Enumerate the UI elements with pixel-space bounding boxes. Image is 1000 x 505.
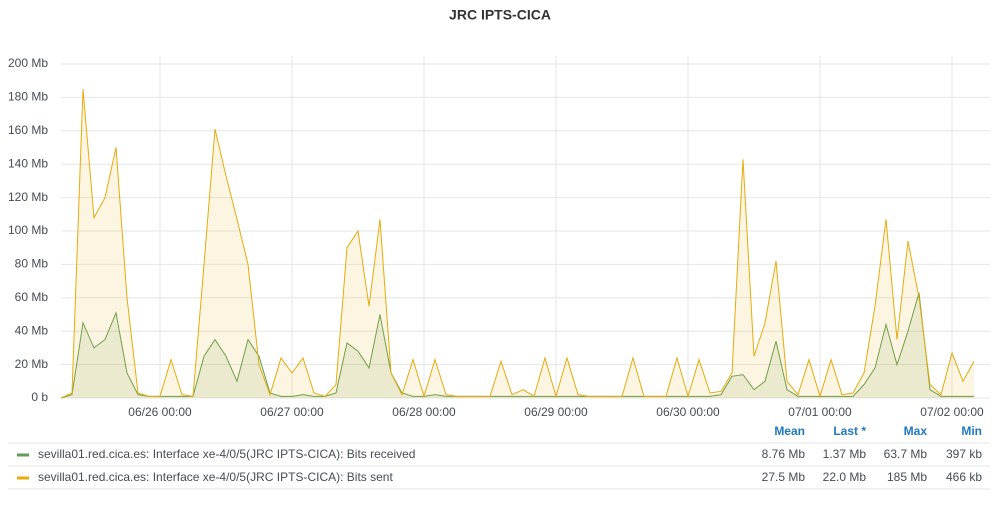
legend-header: Mean [774, 424, 805, 438]
line [60, 89, 975, 399]
y-tick-label: 20 Mb [15, 357, 49, 371]
x-tick-label: 06/29 00:00 [524, 405, 588, 419]
legend-stat: 8.76 Mb [762, 447, 806, 461]
x-tick-label: 07/02 00:00 [920, 405, 984, 419]
y-tick-label: 180 Mb [8, 90, 48, 104]
legend-header: Min [961, 424, 982, 438]
legend-header: Last * [833, 424, 866, 438]
x-tick-label: 06/30 00:00 [656, 405, 720, 419]
legend-stat: 466 kb [946, 470, 982, 484]
legend-stat: 63.7 Mb [884, 447, 928, 461]
legend-label: sevilla01.red.cica.es: Interface xe-4/0/… [38, 447, 415, 461]
chart-title: JRC IPTS-CICA [449, 7, 551, 23]
legend-header: Max [904, 424, 928, 438]
area [61, 89, 974, 399]
y-tick-label: 80 Mb [15, 257, 49, 271]
y-tick-label: 200 Mb [8, 56, 48, 70]
y-tick-label: 100 Mb [8, 223, 48, 237]
area [61, 292, 974, 398]
y-tick-label: 40 Mb [15, 323, 49, 337]
x-tick-label: 07/01 00:00 [788, 405, 852, 419]
line [60, 292, 974, 399]
y-tick-label: 60 Mb [15, 290, 49, 304]
y-tick-label: 160 Mb [8, 123, 48, 137]
y-tick-label: 140 Mb [8, 156, 48, 170]
legend-stat: 27.5 Mb [762, 470, 806, 484]
legend-stat: 185 Mb [887, 470, 927, 484]
y-tick-label: 0 b [31, 390, 48, 404]
y-tick-label: 120 Mb [8, 190, 48, 204]
x-tick-label: 06/26 00:00 [128, 405, 192, 419]
x-tick-label: 06/28 00:00 [392, 405, 456, 419]
legend-stat: 397 kb [946, 447, 982, 461]
legend-stat: 1.37 Mb [823, 447, 867, 461]
legend-label: sevilla01.red.cica.es: Interface xe-4/0/… [38, 470, 393, 484]
legend-stat: 22.0 Mb [823, 470, 867, 484]
x-tick-label: 06/27 00:00 [260, 405, 324, 419]
